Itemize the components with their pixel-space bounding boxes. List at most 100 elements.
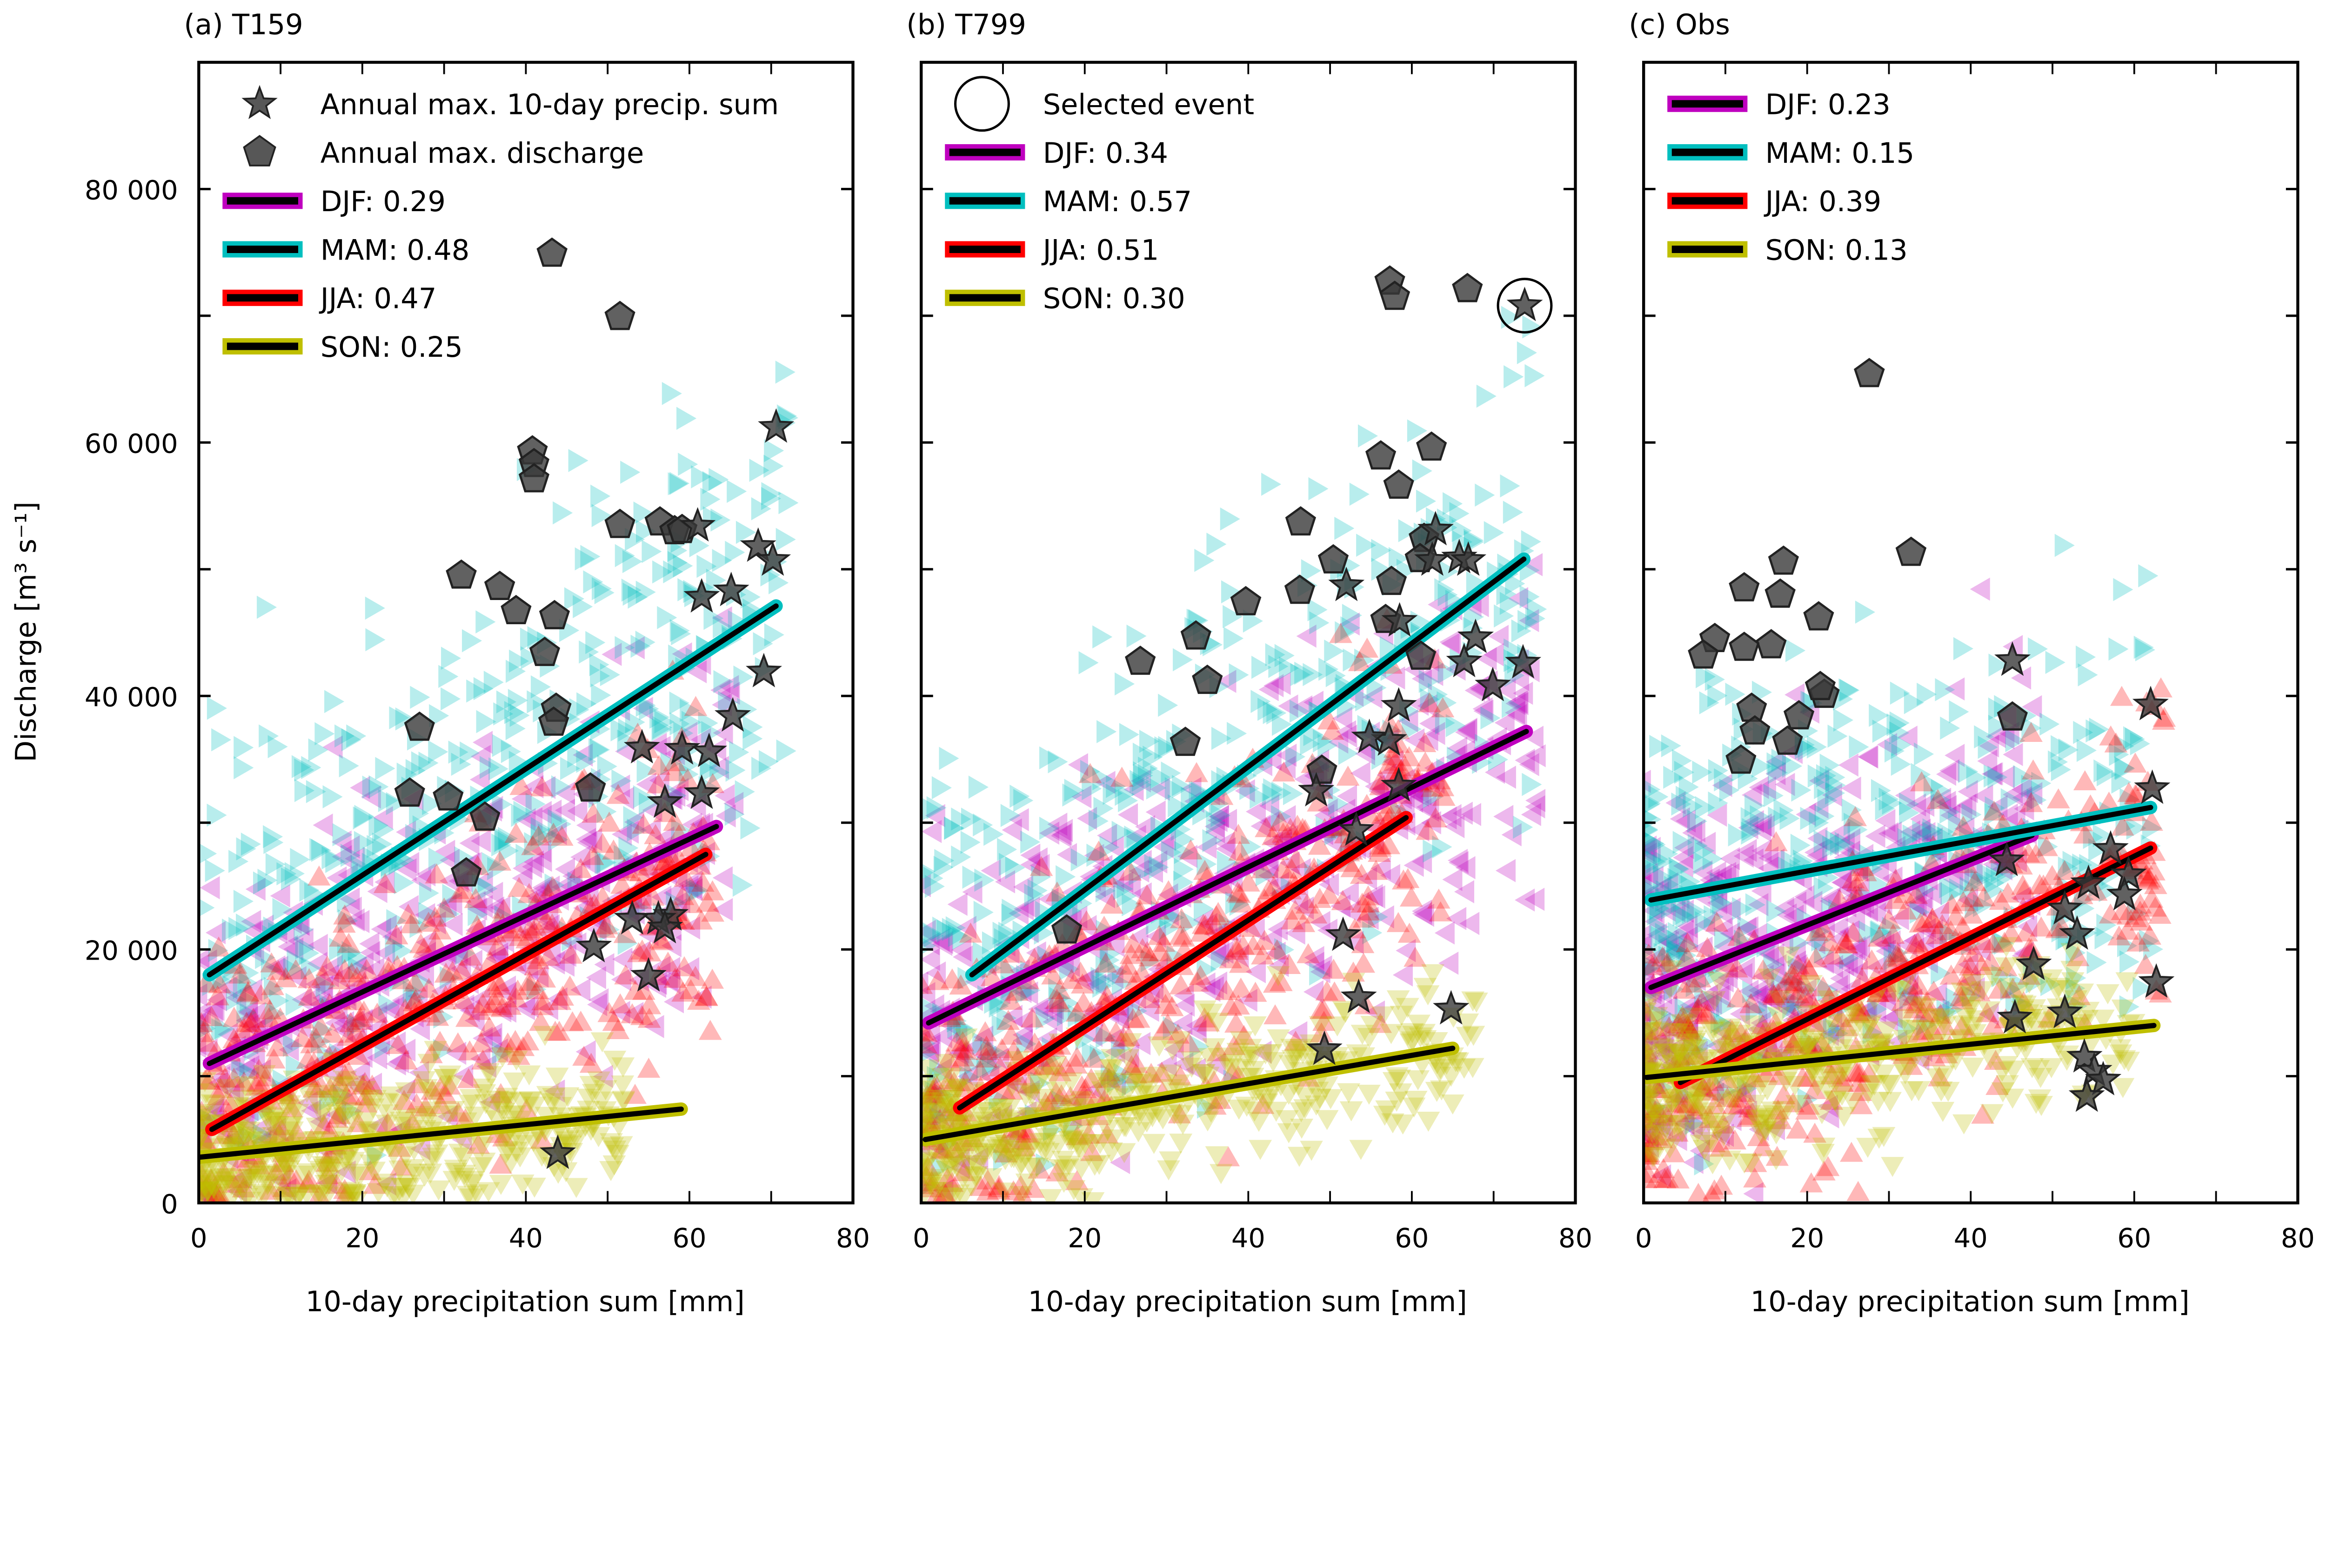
scatter-point-jja [680, 893, 703, 914]
scatter-point-mam [1710, 890, 1731, 914]
scatter-point-mam [677, 578, 698, 601]
scatter-point-jja [1117, 1026, 1141, 1046]
scatter-point-djf [1753, 964, 1774, 988]
scatter-point-son [508, 1147, 532, 1168]
scatter-point-jja [468, 1000, 491, 1020]
scatter-point-djf [1416, 795, 1437, 819]
scatter-point-son [212, 1175, 235, 1195]
scatter-point-son [278, 1187, 301, 1203]
scatter-point-jja [1017, 1073, 1041, 1094]
scatter-point-djf [1695, 913, 1715, 937]
scatter-point-jja [1696, 1004, 1719, 1024]
scatter-point-jja [344, 1022, 368, 1043]
scatter-point-jja [1193, 914, 1217, 935]
scatter-point-djf [322, 735, 343, 759]
scatter-point-son [261, 1112, 285, 1132]
scatter-point-son [1857, 1083, 1880, 1104]
scatter-point-mam [924, 874, 945, 898]
scatter-point-djf [1644, 1008, 1651, 1032]
scatter-point-mam [1272, 713, 1292, 736]
scatter-point-djf [1650, 1030, 1671, 1054]
scatter-point-djf [1706, 861, 1726, 885]
scatter-point-mam [615, 636, 635, 660]
scatter-point-djf [286, 966, 307, 989]
scatter-point-mam [689, 534, 709, 558]
scatter-point-djf [1713, 1123, 1734, 1147]
scatter-point-jja [300, 1033, 323, 1054]
scatter-point-son [509, 1092, 533, 1113]
scatter-point-mam [998, 921, 1019, 945]
scatter-point-son [1059, 1072, 1083, 1093]
scatter-point-djf [1748, 979, 1769, 1002]
scatter-point-mam [1666, 940, 1687, 964]
scatter-point-djf [547, 821, 567, 845]
scatter-point-djf [593, 1065, 613, 1088]
scatter-point-mam [1855, 601, 1875, 624]
scatter-point-jja [698, 1020, 722, 1040]
scatter-point-mam [508, 750, 529, 774]
scatter-point-mam [2076, 645, 2096, 669]
scatter-point-son [1300, 1141, 1323, 1161]
scatter-point-son [1014, 1086, 1037, 1107]
scatter-point-jja [1820, 1089, 1844, 1110]
scatter-point-djf [1259, 794, 1279, 818]
scatter-point-djf [1423, 663, 1444, 686]
scatter-point-mam [239, 961, 259, 985]
scatter-point-jja [2017, 842, 2040, 863]
scatter-point-jja [954, 1071, 977, 1091]
scatter-point-mam [713, 670, 734, 694]
scatter-point-jja [1193, 1007, 1216, 1028]
scatter-point-son [996, 1140, 1020, 1160]
scatter-point-jja [921, 1156, 940, 1176]
scatter-point-mam [2051, 735, 2071, 759]
scatter-point-jja [2011, 874, 2035, 895]
scatter-point-djf [1011, 980, 1032, 1003]
scatter-point-son [408, 1108, 431, 1128]
scatter-point-jja [297, 968, 321, 988]
scatter-point-djf [1683, 1113, 1703, 1136]
scatter-point-jja [1810, 1033, 1833, 1053]
scatter-point-jja [206, 1184, 227, 1203]
scatter-point-son [582, 1084, 605, 1104]
scatter-point-djf [1775, 993, 1796, 1016]
scatter-point-mam [1126, 624, 1147, 648]
scatter-point-jja [309, 1015, 333, 1036]
scatter-point-mam [1149, 855, 1169, 879]
scatter-point-son [199, 1181, 220, 1201]
scatter-point-mam [294, 779, 315, 802]
scatter-point-mam [339, 754, 359, 778]
scatter-point-son [1876, 1075, 1899, 1095]
scatter-point-jja [1929, 1003, 1952, 1024]
scatter-point-djf [1674, 1112, 1695, 1135]
scatter-point-mam [1675, 1084, 1696, 1107]
scatter-point-jja [1853, 861, 1877, 881]
scatter-point-djf [682, 878, 703, 901]
scatter-point-djf [1364, 1000, 1385, 1024]
scatter-point-djf [1328, 730, 1349, 754]
scatter-point-mam [1672, 903, 1693, 927]
scatter-point-mam [386, 792, 406, 815]
scatter-point-jja [1169, 924, 1192, 945]
scatter-point-son [1700, 1021, 1724, 1042]
scatter-point-djf [962, 1037, 982, 1061]
scatter-point-jja [260, 952, 283, 973]
scatter-point-jja [987, 1177, 1011, 1197]
scatter-point-jja [1065, 1001, 1089, 1022]
scatter-point-son [1121, 1074, 1144, 1094]
scatter-point-mam [989, 994, 1009, 1018]
scatter-point-djf [1650, 1043, 1670, 1067]
scatter-point-son [238, 1192, 261, 1203]
scatter-point-jja [1348, 651, 1371, 671]
scatter-point-djf [411, 869, 431, 892]
scatter-point-jja [452, 989, 476, 1009]
scatter-point-son [1114, 1117, 1137, 1138]
scatter-point-djf [410, 1137, 431, 1161]
scatter-point-son [599, 1161, 623, 1181]
scatter-point-jja [518, 918, 541, 939]
scatter-point-jja [1939, 964, 1963, 985]
scatter-point-son [946, 1115, 969, 1136]
scatter-point-mam [1024, 883, 1044, 907]
scatter-point-jja [373, 873, 397, 893]
scatter-point-son [342, 1184, 366, 1203]
scatter-point-mam [1505, 572, 1525, 595]
